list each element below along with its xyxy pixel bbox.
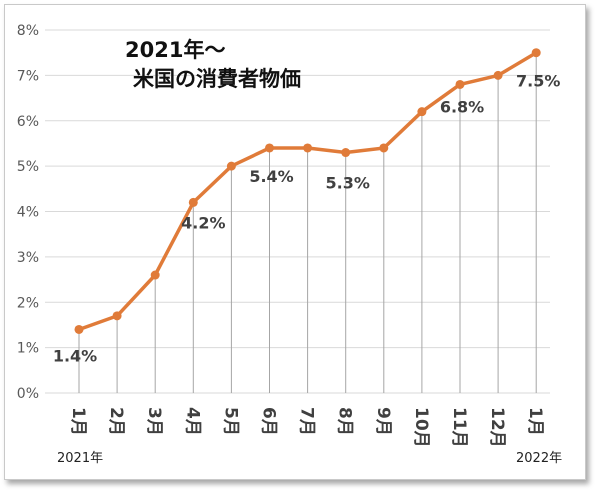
drop-lines (78, 52, 537, 393)
y-tick-label: 8% (17, 23, 39, 39)
data-point (493, 70, 503, 80)
data-label: 4.2% (181, 213, 225, 232)
x-tick-label: 3月 (144, 407, 164, 436)
data-point (303, 143, 313, 153)
x-tick-label: 7月 (297, 407, 317, 436)
data-point (417, 107, 427, 117)
x-tick-label: 4月 (182, 407, 202, 436)
data-point (379, 143, 389, 153)
data-point (150, 270, 160, 280)
start-year-label: 2021年 (57, 451, 103, 466)
data-point (112, 311, 122, 321)
end-year-label: 2022年 (516, 451, 562, 466)
data-point (265, 143, 274, 153)
y-tick-label: 1% (17, 341, 39, 357)
data-points (74, 48, 541, 334)
chart-frame: 0% 1% 2% 3% 4% 5% 6% 7% 8% 1.4% 4.2% 5.4% 5.3% 6.8% 7… (4, 4, 586, 480)
x-tick-label: 10月 (411, 407, 431, 448)
y-tick-label: 5% (17, 159, 39, 175)
y-tick-label: 0% (17, 386, 39, 402)
y-axis-ticks: 0% 1% 2% 3% 4% 5% 6% 7% 8% (17, 23, 39, 402)
data-label: 1.4% (53, 346, 97, 365)
y-tick-label: 2% (17, 295, 39, 311)
data-point (531, 48, 541, 58)
x-tick-label: 6月 (259, 407, 279, 436)
x-tick-label: 11月 (449, 407, 469, 448)
data-point (74, 324, 84, 334)
x-tick-label: 1月 (525, 407, 545, 436)
line-chart: 0% 1% 2% 3% 4% 5% 6% 7% 8% 1.4% 4.2% 5.4% 5.3% 6.8% 7… (17, 23, 562, 466)
x-tick-label: 8月 (335, 407, 355, 436)
data-point (341, 148, 351, 158)
y-tick-label: 4% (17, 205, 39, 221)
x-tick-label: 2月 (106, 407, 126, 436)
y-tick-label: 3% (17, 250, 39, 266)
y-tick-label: 6% (17, 114, 39, 130)
data-label: 5.3% (326, 174, 370, 193)
chart-title-line-2: 米国の消費者物価 (133, 67, 301, 91)
x-axis-labels: 1月 2月 3月 4月 5月 6月 7月 8月 9月 10月 11月 12月 1月 (68, 407, 545, 448)
x-tick-label: 5月 (220, 407, 240, 436)
data-point (188, 197, 198, 207)
x-tick-label: 12月 (487, 407, 507, 448)
data-label: 7.5% (516, 72, 560, 91)
data-label: 5.4% (249, 167, 293, 186)
y-tick-label: 7% (17, 68, 39, 84)
data-labels: 1.4% 4.2% 5.4% 5.3% 6.8% 7.5% (53, 72, 561, 366)
x-tick-label: 1月 (68, 407, 88, 436)
x-tick-label: 9月 (373, 407, 393, 436)
data-point (226, 161, 236, 171)
data-point (455, 79, 465, 89)
chart-title-line-1: 2021年～ (125, 38, 225, 62)
data-label: 6.8% (440, 97, 484, 116)
